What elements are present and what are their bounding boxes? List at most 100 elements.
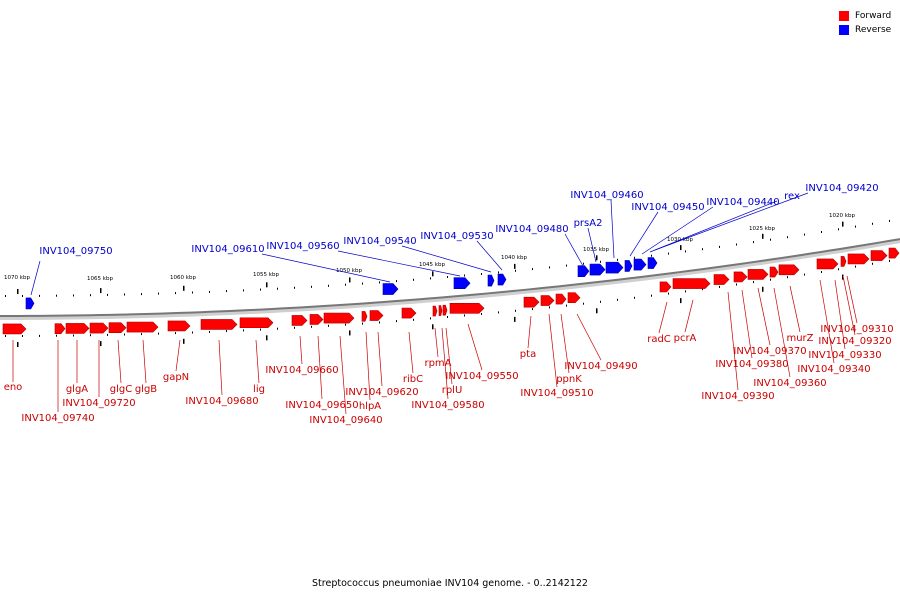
- forward-gene-arrow: [659, 281, 672, 293]
- minor-tick-upper: [583, 262, 584, 265]
- major-tick-lower: [17, 342, 19, 347]
- minor-tick-lower: [277, 327, 278, 330]
- gene-label-radc: radC: [647, 334, 671, 345]
- minor-tick-upper: [719, 245, 720, 248]
- major-tick-lower: [680, 298, 682, 304]
- genome-backbone: [0, 238, 900, 320]
- legend: Forward Reverse: [839, 9, 891, 37]
- forward-gene-arrow: [309, 314, 324, 325]
- minor-tick-lower: [345, 323, 346, 326]
- gene-label-hlpa: hlpA: [359, 401, 381, 412]
- gene-label-rplu: rplU: [442, 385, 463, 396]
- gene-label-inv104-09550: INV104_09550: [445, 371, 518, 382]
- reverse-gene-arrow: [605, 261, 624, 274]
- minor-tick-upper: [277, 287, 278, 290]
- major-tick: [842, 221, 844, 227]
- gene-label-inv104-09640: INV104_09640: [309, 415, 382, 426]
- minor-tick-lower: [447, 316, 448, 318]
- major-tick-lower: [842, 274, 844, 280]
- tick-label: 1070 kbp: [4, 275, 30, 281]
- minor-tick-lower: [583, 302, 584, 305]
- leader-line-inv104-09460: [610, 199, 615, 259]
- leader-line-inv104-09490: [576, 313, 602, 361]
- gene-arrows: [2, 247, 900, 335]
- major-tick: [432, 271, 434, 277]
- forward-gene-arrow: [769, 266, 779, 278]
- tick-label: 1020 kbp: [829, 213, 855, 219]
- minor-tick-upper: [396, 280, 397, 283]
- minor-tick-lower: [872, 262, 873, 265]
- gene-label-inv104-09620: INV104_09620: [345, 387, 418, 398]
- gene-label-inv104-09540: INV104_09540: [343, 236, 416, 247]
- leader-line-inv104-09560: [337, 250, 461, 277]
- forward-gene-arrow: [840, 256, 847, 267]
- major-tick: [514, 263, 516, 269]
- gene-label-prsa2: prsA2: [574, 218, 603, 229]
- leader-line-inv104-09330: [834, 279, 846, 350]
- reverse-gene-arrow: [577, 265, 590, 277]
- leader-line-hlpa: [365, 331, 371, 401]
- gene-label-inv104-09460: INV104_09460: [570, 190, 643, 201]
- minor-tick-lower: [226, 330, 227, 333]
- minor-tick-upper: [430, 277, 431, 280]
- minor-tick-upper: [158, 292, 159, 295]
- gene-label-inv104-09720: INV104_09720: [62, 398, 135, 409]
- minor-tick-lower: [192, 331, 193, 334]
- gene-label-inv104-09450: INV104_09450: [631, 202, 704, 213]
- minor-tick-lower: [668, 292, 669, 295]
- minor-tick-upper: [226, 290, 227, 293]
- minor-tick-upper: [651, 254, 652, 257]
- minor-tick-lower: [396, 320, 397, 323]
- minor-tick-upper: [124, 293, 125, 296]
- minor-tick-upper: [770, 238, 771, 241]
- gene-label-inv104-09660: INV104_09660: [265, 365, 338, 376]
- minor-tick-lower: [566, 304, 567, 307]
- minor-tick-upper: [5, 295, 6, 297]
- minor-tick-lower: [107, 333, 108, 336]
- minor-tick-upper: [345, 283, 346, 286]
- gene-label-inv104-09370: INV104_09370: [733, 346, 806, 357]
- minor-tick-lower: [617, 298, 618, 301]
- minor-tick-upper: [73, 294, 74, 297]
- gene-label-inv104-09480: INV104_09480: [495, 224, 568, 235]
- reverse-gene-arrow: [589, 263, 606, 276]
- backbone-line: [0, 238, 900, 317]
- gene-label-gapn: gapN: [163, 372, 189, 383]
- major-tick-lower: [514, 316, 516, 322]
- tick-label: 1040 kbp: [501, 255, 527, 261]
- minor-tick-lower: [294, 326, 295, 329]
- gene-label-inv104-09340: INV104_09340: [797, 364, 870, 375]
- minor-tick-lower: [634, 296, 635, 299]
- forward-gene-arrow: [747, 269, 769, 280]
- tick-label: 1025 kbp: [749, 226, 775, 232]
- minor-tick-lower: [838, 268, 839, 271]
- minor-tick-upper: [328, 284, 329, 287]
- minor-tick-upper: [141, 293, 142, 296]
- leader-line-inv104-09650: [317, 335, 323, 400]
- minor-tick-lower: [515, 309, 516, 312]
- forward-gene-arrow: [778, 264, 800, 276]
- reverse-swatch: [839, 25, 849, 35]
- leader-line-inv104-09680: [218, 339, 223, 396]
- forward-gene-arrow: [733, 271, 748, 283]
- gene-label-glgc: glgC: [110, 384, 132, 395]
- minor-tick-lower: [498, 311, 499, 314]
- minor-tick-lower: [5, 335, 6, 337]
- leader-line-inv104-09550: [467, 323, 483, 371]
- leader-line-pcra: [684, 299, 694, 333]
- minor-tick-lower: [73, 334, 74, 337]
- minor-tick-upper: [617, 258, 618, 261]
- gene-label-lig: lig: [253, 384, 265, 395]
- leader-line-ribc: [408, 331, 414, 374]
- tick-label: 1060 kbp: [170, 275, 196, 281]
- leader-line-inv104-09480: [564, 233, 584, 267]
- reverse-gene-arrow: [647, 257, 658, 269]
- minor-tick-upper: [787, 236, 788, 239]
- minor-tick-lower: [770, 278, 771, 281]
- forward-gene-arrow: [291, 315, 308, 326]
- major-tick: [183, 285, 185, 291]
- legend-label-reverse: Reverse: [855, 25, 892, 35]
- minor-tick-upper: [753, 241, 754, 244]
- reverse-gene-arrow: [487, 274, 495, 287]
